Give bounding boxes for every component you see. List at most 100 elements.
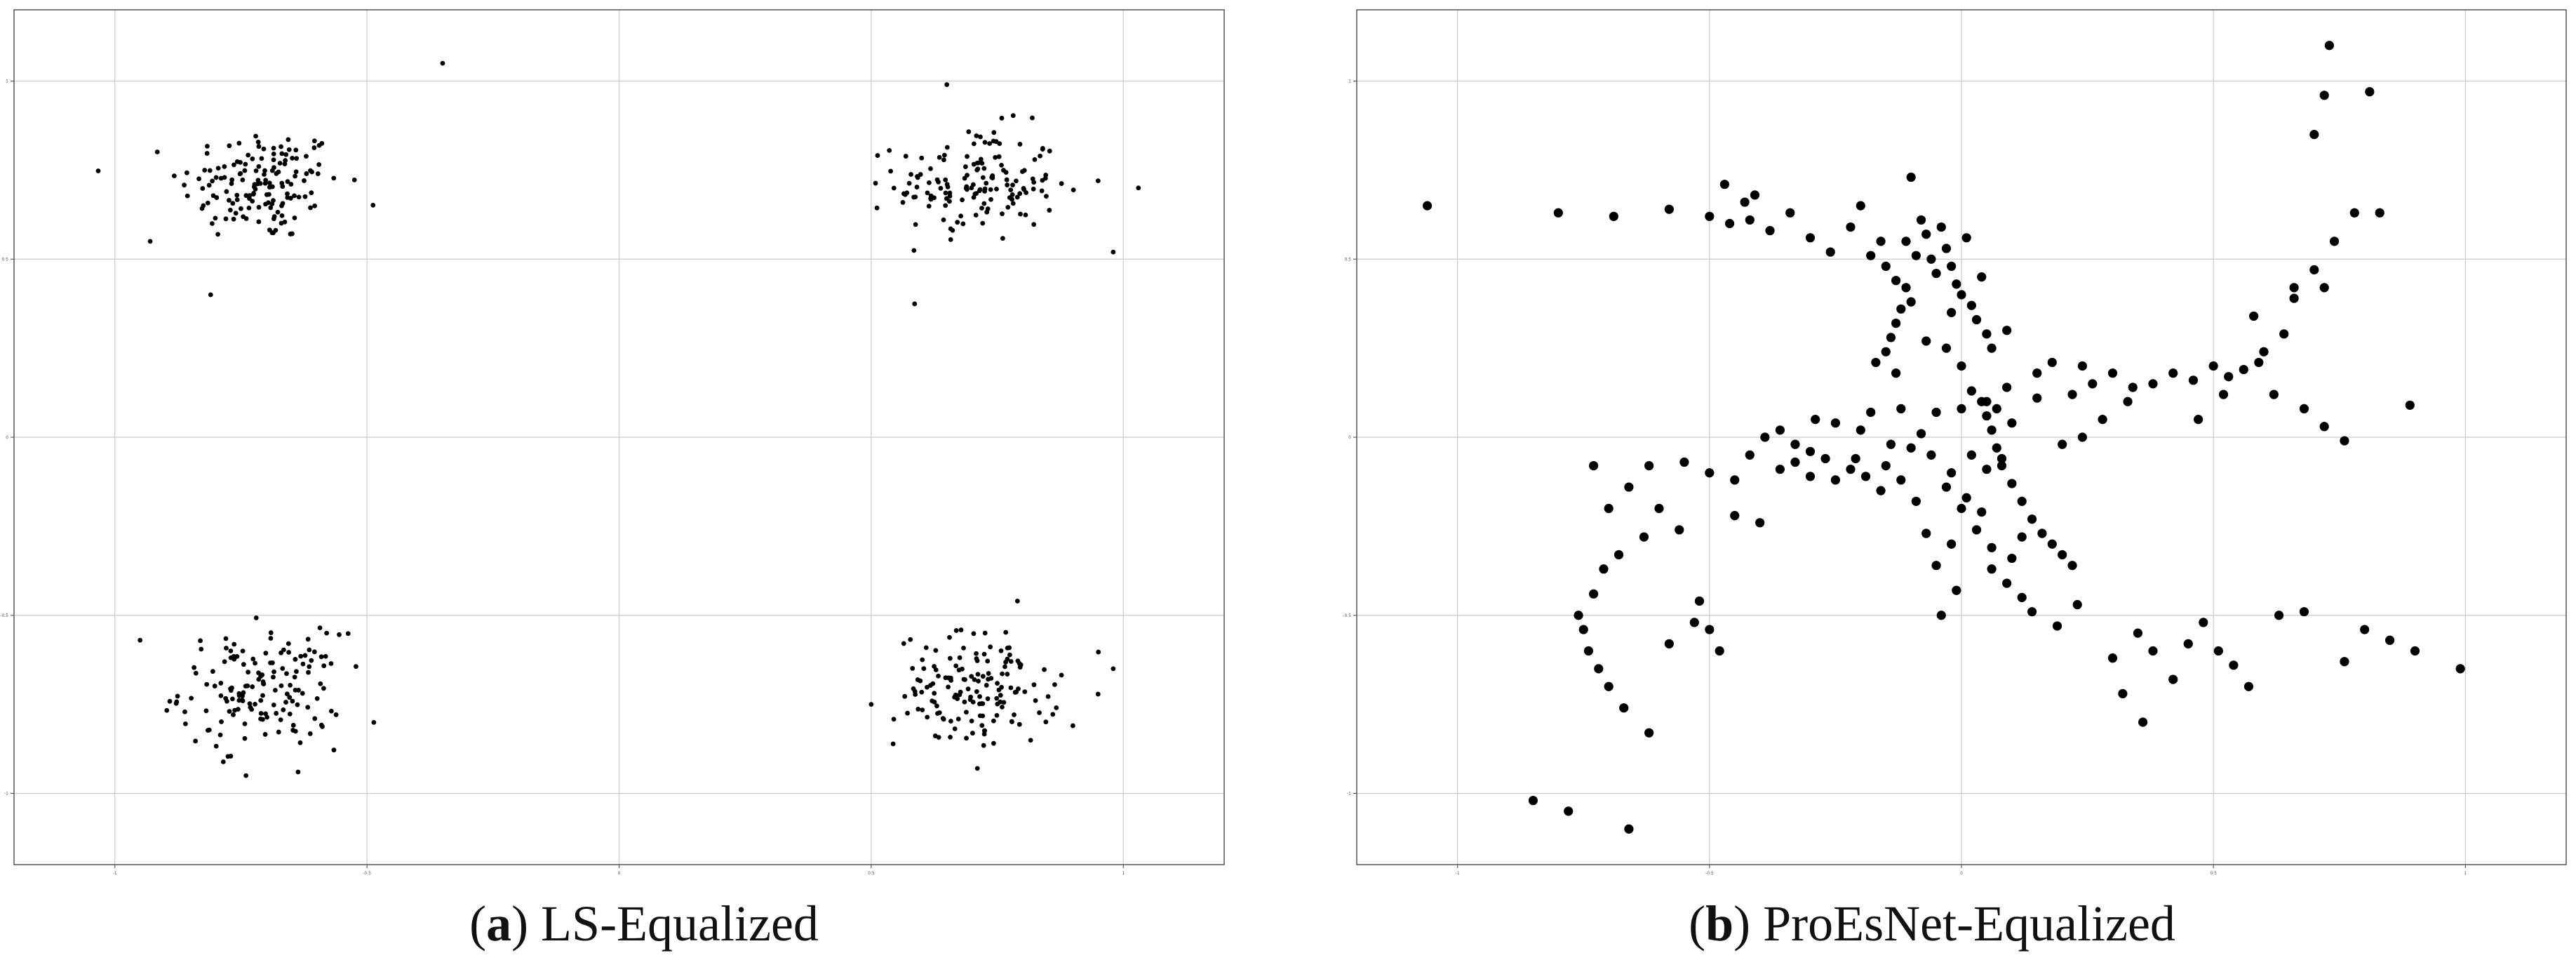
scatter-point-b (1886, 333, 1896, 342)
scatter-point-a (331, 747, 337, 753)
scatter-point-b (2088, 379, 2098, 389)
scatter-point-a (284, 671, 289, 677)
scatter-point-b (1715, 646, 1724, 656)
scatter-point-a (182, 721, 188, 726)
x-tick-label-b-1: -0.5 (1705, 871, 1714, 876)
scatter-point-a (1030, 115, 1035, 121)
scatter-point-b (1966, 300, 1976, 310)
scatter-point-b (1578, 625, 1588, 634)
scatter-point-a (919, 689, 925, 695)
scatter-point-a (293, 657, 298, 662)
scatter-point-a (263, 651, 269, 656)
scatter-point-a (234, 197, 240, 202)
scatter-point-b (1740, 197, 1750, 207)
scatter-point-a (253, 701, 257, 707)
scatter-point-a (1005, 672, 1010, 677)
scatter-point-b (2218, 390, 2229, 399)
scatter-point-a (966, 129, 972, 135)
scatter-point-b (2148, 379, 2158, 389)
scatter-point-a (317, 625, 323, 631)
scatter-point-a (957, 655, 962, 660)
scatter-point-b (2254, 357, 2264, 368)
scatter-point-a (215, 166, 221, 171)
scatter-point-a (901, 191, 906, 197)
scatter-point-b (2148, 646, 2158, 656)
scatter-point-a (237, 171, 243, 177)
scatter-point-a (328, 661, 334, 666)
scatter-point-a (279, 203, 284, 208)
scatter-point-b (1982, 397, 1992, 406)
scatter-point-a (874, 205, 880, 211)
scatter-point-a (1031, 180, 1037, 185)
scatter-point-a (323, 653, 328, 659)
scatter-point-a (947, 655, 953, 661)
scatter-point-b (2037, 528, 2047, 538)
scatter-point-a (279, 683, 284, 688)
scatter-point-a (307, 664, 312, 670)
scatter-point-b (1775, 465, 1785, 474)
scatter-point-a (908, 637, 913, 642)
scatter-point-a (912, 301, 918, 307)
y-tick-label-a-2: 0 (6, 435, 8, 440)
scatter-point-a (920, 707, 925, 713)
scatter-point-a (256, 204, 262, 210)
scatter-point-b (2340, 657, 2349, 667)
scatter-point-a (253, 660, 257, 666)
scatter-point-b (1528, 796, 1538, 806)
scatter-point-a (1009, 192, 1015, 197)
scatter-point-a (913, 194, 918, 199)
scatter-point-b (2107, 368, 2118, 378)
scatter-point-a (980, 220, 986, 226)
scatter-point-a (955, 717, 961, 721)
scatter-point-a (309, 169, 314, 175)
scatter-point-b (2183, 639, 2193, 648)
scatter-point-b (2047, 357, 2057, 368)
scatter-point-a (980, 713, 986, 719)
scatter-point-a (891, 185, 897, 191)
scatter-point-b (1987, 425, 1997, 435)
scatter-point-a (1001, 700, 1007, 705)
scatter-point-a (962, 677, 967, 682)
scatter-point-a (311, 649, 317, 655)
scatter-point-b (2118, 688, 2128, 699)
scatter-point-b (2349, 208, 2359, 218)
scatter-point-a (984, 683, 989, 688)
scatter-point-a (915, 175, 920, 180)
scatter-point-a (252, 184, 257, 189)
scatter-point-a (250, 199, 255, 204)
scatter-point-a (248, 705, 253, 710)
scatter-point-a (293, 169, 299, 175)
scatter-point-a (1071, 187, 1076, 193)
scatter-point-b (1957, 290, 1966, 300)
scatter-point-a (991, 740, 996, 746)
scatter-point-a (304, 171, 309, 176)
scatter-point-b (2067, 390, 2077, 399)
scatter-point-a (982, 728, 988, 733)
scatter-point-a (1003, 630, 1009, 635)
scatter-point-a (318, 722, 324, 728)
scatter-point-a (982, 140, 988, 145)
scatter-point-a (286, 147, 292, 152)
scatter-point-b (2289, 293, 2299, 303)
scatter-point-b (1730, 475, 1740, 485)
scatter-point-b (1851, 453, 1860, 464)
scatter-point-b (1589, 589, 1599, 599)
scatter-point-a (973, 213, 979, 218)
scatter-point-a (294, 156, 300, 161)
scatter-point-a (231, 653, 236, 659)
scatter-point-a (224, 189, 229, 194)
scatter-point-b (1916, 215, 1926, 225)
scatter-point-a (233, 211, 239, 216)
scatter-point-a (1003, 660, 1008, 665)
scatter-point-a (1054, 705, 1059, 710)
scatter-point-a (1031, 222, 1037, 227)
scatter-point-b (1921, 229, 1931, 239)
scatter-point-a (307, 647, 312, 653)
scatter-point-a (292, 193, 297, 199)
scatter-point-a (1047, 208, 1052, 213)
scatter-point-a (1042, 175, 1048, 181)
scatter-point-a (271, 165, 276, 171)
scatter-point-a (212, 684, 217, 688)
scatter-point-a (987, 141, 993, 146)
scatter-point-b (1775, 425, 1785, 435)
